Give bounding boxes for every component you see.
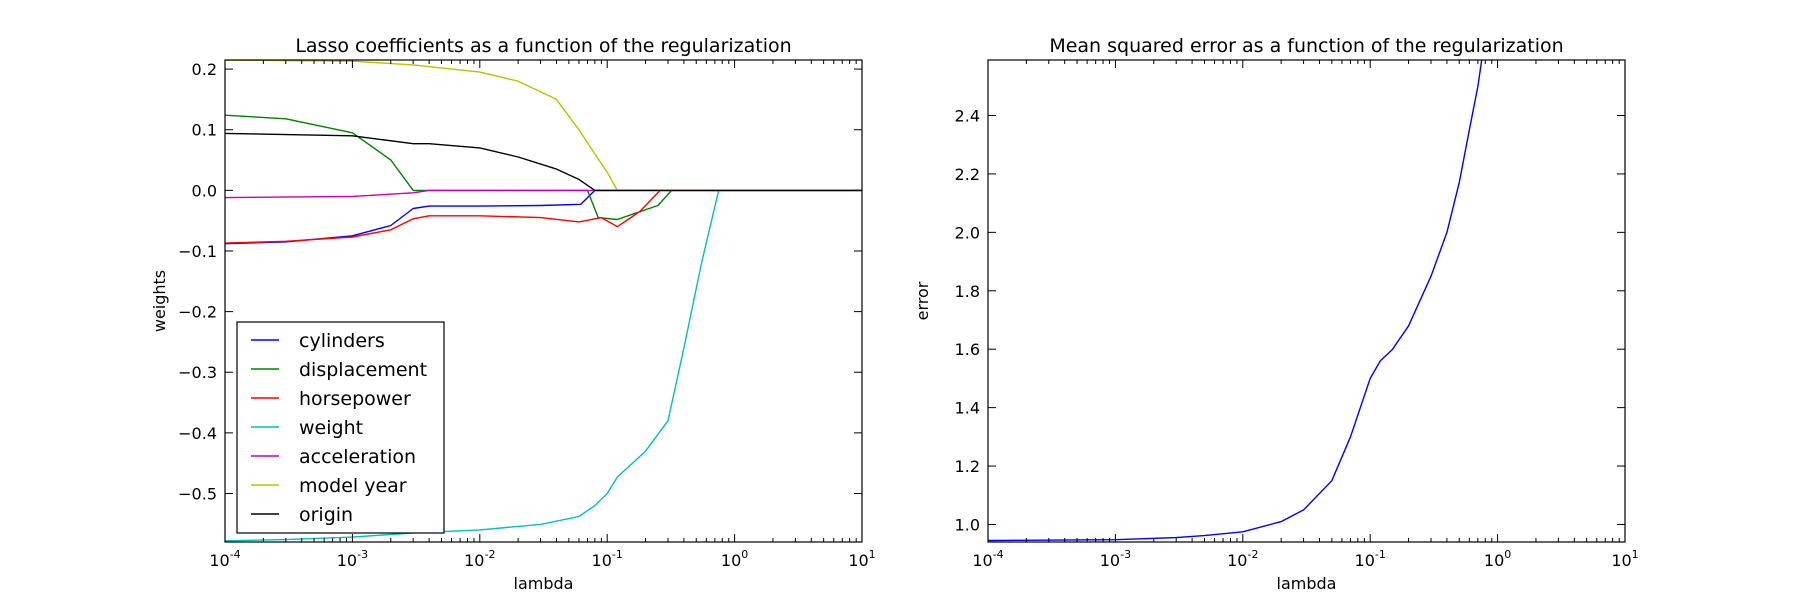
x-tick-base: 10 — [1227, 551, 1247, 570]
legend-item: weight — [251, 417, 363, 439]
y-tick-label: 0.0 — [192, 181, 217, 200]
x-tick-exponent: -4 — [993, 548, 1004, 561]
legend-label: cylinders — [299, 330, 385, 352]
legend-item: origin — [251, 504, 353, 526]
series-line-displacement — [225, 114, 862, 221]
series-line-0 — [988, 60, 1483, 542]
x-tick-exponent: -4 — [230, 548, 241, 561]
x-tick-exponent: -3 — [357, 548, 368, 561]
legend: cylinders displacement horsepower weight acc… — [236, 321, 445, 534]
y-tick-label: 2.0 — [955, 223, 980, 242]
x-tick-exponent: -2 — [484, 548, 495, 561]
x-tick-exponent: 0 — [1504, 548, 1511, 561]
legend-item: model year — [251, 475, 407, 497]
y-tick-label: −0.5 — [178, 484, 217, 503]
y-tick-label: 2.4 — [955, 107, 980, 126]
x-tick-base: 10 — [721, 551, 741, 570]
x-tick-base: 10 — [972, 551, 992, 570]
legend-item: displacement — [251, 359, 427, 381]
x-tick-exponent: 1 — [869, 548, 876, 561]
x-tick-label: 10-2 — [464, 548, 495, 570]
x-tick-base: 10 — [337, 551, 357, 570]
legend-item: cylinders — [251, 330, 385, 352]
x-tick-base: 10 — [1611, 551, 1631, 570]
x-tick-base: 10 — [1484, 551, 1504, 570]
y-axis-label: error — [913, 281, 932, 320]
series-line-cylinders — [225, 189, 862, 245]
y-tick-label: 1.2 — [955, 457, 980, 476]
x-tick-base: 10 — [848, 551, 868, 570]
series-line-origin — [225, 132, 862, 192]
mse-chart: 10-4 10-3 10-2 10-1 100 1011.01.21.41.61.82.0… — [913, 35, 1639, 593]
plot-frame — [224, 59, 863, 543]
y-tick-label: 0.1 — [192, 121, 217, 140]
lasso-coefficients-chart: 10-4 10-3 10-2 10-1 100 1010.20.10.0−0.1−0.2−… — [150, 35, 876, 593]
x-axis-label: lambda — [514, 574, 574, 593]
legend-label: model year — [299, 475, 407, 497]
x-tick-base: 10 — [464, 551, 484, 570]
y-tick-label: −0.1 — [178, 242, 217, 261]
x-tick-label: 10-4 — [972, 548, 1003, 570]
y-tick-label: −0.3 — [178, 363, 217, 382]
chart-title: Mean squared error as a function of the … — [1049, 35, 1563, 57]
legend-label: origin — [299, 504, 353, 526]
x-tick-exponent: -3 — [1120, 548, 1131, 561]
x-tick-exponent: -2 — [1247, 548, 1258, 561]
legend-item: horsepower — [251, 388, 411, 410]
x-tick-base: 10 — [592, 551, 612, 570]
chart-title: Lasso coefficients as a function of the … — [295, 35, 791, 57]
x-tick-exponent: 0 — [741, 548, 748, 561]
series-line-model-year — [225, 60, 862, 192]
legend-item: acceleration — [251, 446, 416, 468]
legend-label: acceleration — [299, 446, 416, 468]
series-group — [988, 60, 1483, 542]
x-tick-label: 10-3 — [337, 548, 368, 570]
x-tick-label: 100 — [1484, 548, 1511, 570]
x-tick-exponent: -1 — [1375, 548, 1386, 561]
y-tick-label: 1.6 — [955, 340, 980, 359]
legend-label: weight — [299, 417, 363, 439]
series-line-weight — [225, 189, 862, 542]
x-tick-label: 10-1 — [592, 548, 623, 570]
y-axis-label: weights — [150, 270, 169, 332]
series-group — [225, 60, 862, 542]
x-tick-label: 100 — [721, 548, 748, 570]
x-tick-label: 10-2 — [1227, 548, 1258, 570]
y-tick-label: −0.2 — [178, 303, 217, 322]
y-tick-label: 1.0 — [955, 515, 980, 534]
x-tick-label: 10-4 — [209, 548, 240, 570]
x-tick-label: 10-3 — [1100, 548, 1131, 570]
x-tick-label: 10-1 — [1355, 548, 1386, 570]
y-tick-label: 0.2 — [192, 60, 217, 79]
x-tick-exponent: 1 — [1632, 548, 1639, 561]
x-tick-base: 10 — [1355, 551, 1375, 570]
series-line-acceleration — [225, 189, 862, 199]
y-tick-label: 1.4 — [955, 399, 980, 418]
plot-frame — [987, 59, 1626, 543]
x-tick-label: 101 — [1611, 548, 1638, 570]
series-line-horsepower — [225, 189, 862, 244]
x-tick-label: 101 — [848, 548, 875, 570]
y-tick-label: 2.2 — [955, 165, 980, 184]
x-axis-label: lambda — [1277, 574, 1337, 593]
y-tick-label: 1.8 — [955, 282, 980, 301]
legend-label: displacement — [299, 359, 427, 381]
y-tick-label: −0.4 — [178, 424, 217, 443]
x-tick-base: 10 — [1100, 551, 1120, 570]
x-tick-exponent: -1 — [612, 548, 623, 561]
legend-label: horsepower — [299, 388, 411, 410]
x-tick-base: 10 — [209, 551, 229, 570]
